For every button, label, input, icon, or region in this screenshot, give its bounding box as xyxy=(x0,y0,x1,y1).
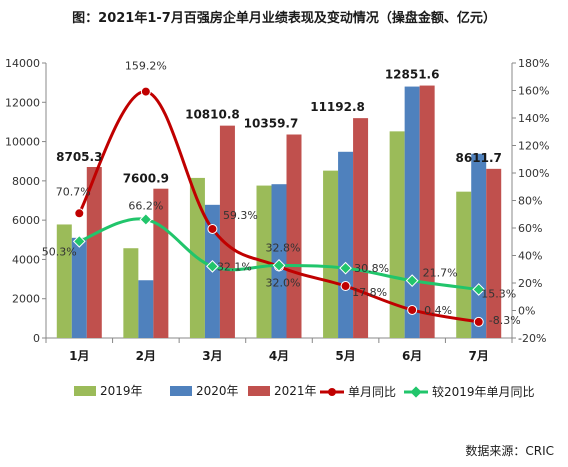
legend-marker-单月同比 xyxy=(328,388,336,396)
bar-2020年-1月 xyxy=(71,237,87,338)
left-tick-label: 4000 xyxy=(12,253,40,266)
yoy-pct-label: -8.3% xyxy=(489,314,521,327)
vs2019-pct-label: 21.7% xyxy=(423,267,458,280)
bar-value-label: 11192.8 xyxy=(310,100,365,114)
category-label: 5月 xyxy=(335,349,355,363)
category-label: 2月 xyxy=(136,349,156,363)
bar-2020年-2月 xyxy=(138,280,154,338)
yoy-pct-label: 159.2% xyxy=(125,60,167,73)
category-label: 1月 xyxy=(69,349,89,363)
marker-单月同比-6月 xyxy=(407,304,418,315)
vs2019-pct-label: 66.2% xyxy=(128,199,163,212)
right-tick-label: 80% xyxy=(518,195,542,208)
bar-2020年-6月 xyxy=(404,86,420,338)
bar-2019年-5月 xyxy=(323,170,339,338)
bar-value-label: 7600.9 xyxy=(123,172,169,186)
marker-较2019年单月同比-2月 xyxy=(139,213,153,226)
yoy-pct-label: 17.8% xyxy=(352,286,387,299)
legend-label-单月同比: 单月同比 xyxy=(348,385,396,399)
category-label: 4月 xyxy=(269,349,289,363)
marker-较2019年单月同比-6月 xyxy=(405,274,419,288)
yoy-pct-label: 59.3% xyxy=(223,209,258,222)
marker-较2019年单月同比-1月 xyxy=(72,234,86,248)
bar-2020年-7月 xyxy=(471,153,487,338)
category-label: 7月 xyxy=(469,349,489,363)
marker-较2019年单月同比-3月 xyxy=(206,259,219,273)
legend-swatch-2019年 xyxy=(74,386,96,396)
chart-title: 图：2021年1-7月百强房企单月业绩表现及变动情况（操盘金额、亿元） xyxy=(72,10,496,26)
bar-2021年-6月 xyxy=(419,85,435,338)
legend-swatch-2020年 xyxy=(170,386,192,396)
vs2019-pct-label: 32.8% xyxy=(266,241,301,254)
left-tick-label: 12000 xyxy=(5,96,40,109)
marker-单月同比-1月 xyxy=(74,208,85,219)
marker-单月同比-2月 xyxy=(140,86,151,97)
legend-label-较2019年单月同比: 较2019年单月同比 xyxy=(432,384,535,399)
right-tick-label: 160% xyxy=(518,85,549,98)
yoy-pct-label: 70.7% xyxy=(56,185,91,198)
right-tick-label: 140% xyxy=(518,112,549,125)
source-note: 数据来源：CRIC xyxy=(465,443,554,458)
bar-2021年-1月 xyxy=(86,167,102,338)
bar-2019年-1月 xyxy=(56,224,72,338)
category-label: 3月 xyxy=(202,349,222,363)
legend-label-2020年: 2020年 xyxy=(196,384,239,398)
yoy-pct-label: 0.4% xyxy=(424,304,452,317)
legend-marker-较2019年单月同比 xyxy=(410,386,422,398)
bar-value-label: 12851.6 xyxy=(385,68,440,82)
bar-2021年-5月 xyxy=(353,118,369,339)
left-tick-label: 0 xyxy=(33,332,40,345)
left-tick-label: 2000 xyxy=(12,293,40,306)
legend-label-2021年: 2021年 xyxy=(274,384,317,398)
right-tick-label: 20% xyxy=(518,277,542,290)
vs2019-pct-label: 50.3% xyxy=(42,245,77,258)
right-tick-label: 40% xyxy=(518,250,542,263)
bar-value-label: 8705.3 xyxy=(56,150,102,164)
marker-单月同比-3月 xyxy=(207,223,218,234)
bar-2020年-5月 xyxy=(338,151,354,338)
vs2019-pct-label: 30.8% xyxy=(354,262,389,275)
right-tick-label: 0% xyxy=(518,305,535,318)
left-tick-label: 14000 xyxy=(5,57,40,70)
right-tick-label: -20% xyxy=(518,332,546,345)
bar-2019年-6月 xyxy=(389,131,405,338)
left-tick-label: 10000 xyxy=(5,136,40,149)
legend-swatch-2021年 xyxy=(248,386,270,396)
bar-value-label: 10359.7 xyxy=(244,117,299,131)
bar-2021年-2月 xyxy=(153,188,169,338)
legend-label-2019年: 2019年 xyxy=(100,384,143,398)
bar-2021年-4月 xyxy=(286,134,302,338)
bar-2019年-7月 xyxy=(456,191,472,338)
bar-value-label: 10810.8 xyxy=(185,108,240,122)
right-tick-label: 180% xyxy=(518,57,549,70)
left-tick-label: 6000 xyxy=(12,214,40,227)
yoy-pct-label: 32.0% xyxy=(266,277,301,290)
bar-2021年-3月 xyxy=(219,125,235,339)
category-label: 6月 xyxy=(402,349,422,363)
vs2019-pct-label: 15.3% xyxy=(481,287,516,300)
right-tick-label: 60% xyxy=(518,222,542,235)
marker-单月同比-5月 xyxy=(340,281,351,292)
vs2019-pct-label: 32.1% xyxy=(217,260,252,273)
bar-2019年-2月 xyxy=(123,248,139,338)
marker-较2019年单月同比-7月 xyxy=(472,283,486,296)
bar-value-label: 8611.7 xyxy=(456,151,502,165)
marker-较2019年单月同比-4月 xyxy=(272,259,286,272)
right-tick-label: 100% xyxy=(518,167,549,180)
marker-较2019年单月同比-5月 xyxy=(339,261,352,275)
left-tick-label: 8000 xyxy=(12,175,40,188)
right-tick-label: 120% xyxy=(518,140,549,153)
bar-2021年-7月 xyxy=(486,168,502,338)
marker-单月同比-7月 xyxy=(473,316,484,327)
